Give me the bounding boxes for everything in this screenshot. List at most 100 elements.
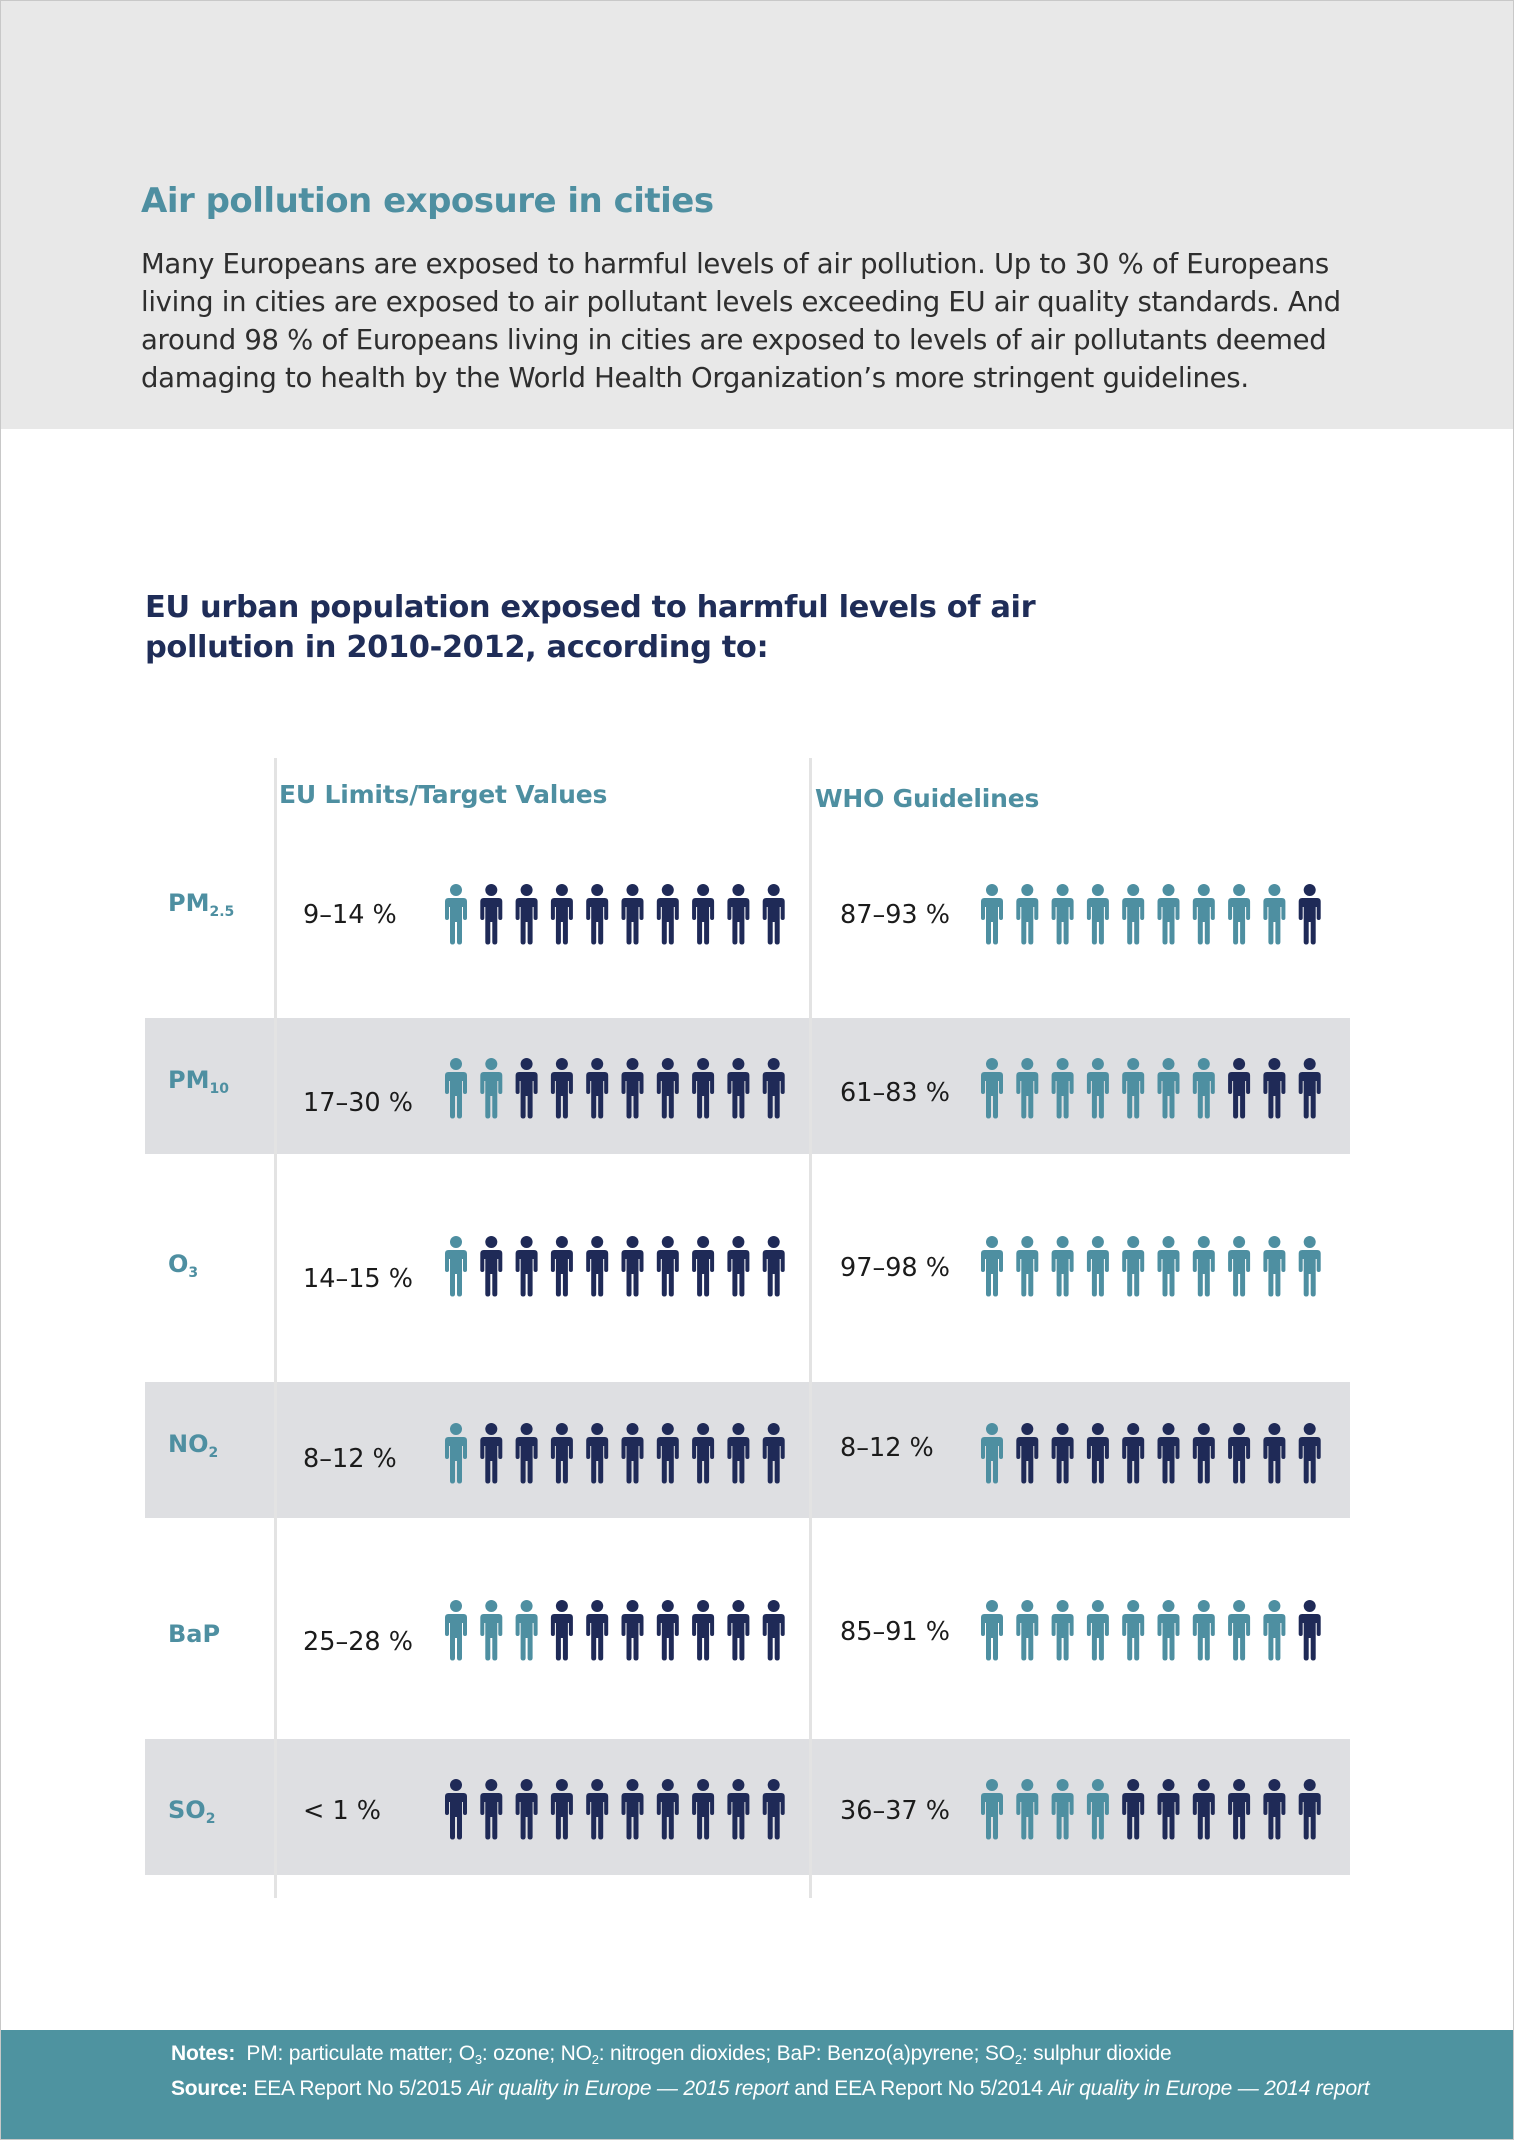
- eu-percentage: 9–14 %: [303, 900, 397, 930]
- column-header-eu: EU Limits/Target Values: [279, 780, 608, 809]
- person-exposed-icon: [1228, 1236, 1251, 1297]
- person-exposed-icon: [1016, 1236, 1039, 1297]
- person-exposed-icon: [981, 1600, 1003, 1661]
- intro-body: Many Europeans are exposed to harmful le…: [141, 248, 1341, 394]
- person-not-exposed-icon: [692, 1779, 715, 1840]
- who-percentage: 8–12 %: [840, 1433, 934, 1463]
- person-not-exposed-icon: [762, 1058, 785, 1119]
- person-not-exposed-icon: [762, 1600, 785, 1661]
- column-divider: [809, 758, 812, 1898]
- person-exposed-icon: [515, 1600, 538, 1661]
- person-exposed-icon: [1263, 1236, 1286, 1297]
- person-exposed-icon: [981, 884, 1003, 945]
- person-not-exposed-icon: [656, 1423, 679, 1484]
- person-exposed-icon: [1051, 1779, 1074, 1840]
- pollutant-label: O3: [168, 1250, 199, 1281]
- person-exposed-icon: [1228, 1600, 1251, 1661]
- chart-title: EU urban population exposed to harmful l…: [145, 590, 1036, 665]
- person-exposed-icon: [1157, 1600, 1180, 1661]
- person-not-exposed-icon: [550, 1236, 573, 1297]
- footer: Notes: PM: particulate matter; O3: ozone…: [1, 2030, 1513, 2139]
- person-not-exposed-icon: [550, 1779, 573, 1840]
- who-icon-array: [981, 1058, 1321, 1119]
- who-icon-array: [981, 884, 1321, 945]
- person-not-exposed-icon: [727, 1058, 750, 1119]
- who-percentage: 85–91 %: [840, 1617, 950, 1647]
- person-exposed-icon: [1122, 1058, 1145, 1119]
- person-not-exposed-icon: [692, 1236, 715, 1297]
- eu-icon-array: [445, 1600, 785, 1661]
- person-not-exposed-icon: [1122, 1423, 1145, 1484]
- person-exposed-icon: [1122, 884, 1145, 945]
- person-exposed-icon: [1086, 1236, 1109, 1297]
- source-line: Source: EEA Report No 5/2015 Air quality…: [171, 2077, 1370, 2101]
- person-not-exposed-icon: [550, 1058, 573, 1119]
- person-not-exposed-icon: [480, 1779, 503, 1840]
- person-not-exposed-icon: [445, 1779, 467, 1840]
- person-exposed-icon: [1192, 884, 1215, 945]
- pollutant-label: NO2: [168, 1430, 219, 1461]
- person-not-exposed-icon: [1157, 1779, 1180, 1840]
- person-exposed-icon: [1157, 1236, 1180, 1297]
- person-exposed-icon: [1051, 1058, 1074, 1119]
- person-exposed-icon: [981, 1236, 1003, 1297]
- person-not-exposed-icon: [621, 1058, 644, 1119]
- person-not-exposed-icon: [621, 1600, 644, 1661]
- who-icon-array: [981, 1600, 1321, 1661]
- person-not-exposed-icon: [1263, 1779, 1286, 1840]
- eu-percentage: 8–12 %: [303, 1444, 397, 1474]
- person-not-exposed-icon: [550, 1423, 573, 1484]
- who-icon-array: [981, 1779, 1321, 1840]
- person-exposed-icon: [1086, 1779, 1109, 1840]
- person-exposed-icon: [445, 1600, 467, 1661]
- person-not-exposed-icon: [586, 1600, 609, 1661]
- column-divider: [274, 758, 277, 1898]
- person-not-exposed-icon: [1263, 1058, 1286, 1119]
- person-not-exposed-icon: [621, 1423, 644, 1484]
- person-not-exposed-icon: [1157, 1423, 1180, 1484]
- person-exposed-icon: [1157, 884, 1180, 945]
- person-not-exposed-icon: [586, 1423, 609, 1484]
- person-exposed-icon: [1086, 1600, 1109, 1661]
- pollutant-label: PM10: [168, 1066, 229, 1097]
- person-exposed-icon: [1122, 1236, 1145, 1297]
- person-not-exposed-icon: [1228, 1058, 1251, 1119]
- eu-percentage: 17–30 %: [303, 1088, 413, 1118]
- notes-line: Notes: PM: particulate matter; O3: ozone…: [171, 2042, 1172, 2067]
- person-not-exposed-icon: [1298, 1600, 1321, 1661]
- person-not-exposed-icon: [515, 1236, 538, 1297]
- eu-icon-array: [445, 1423, 785, 1484]
- pollutant-label: BaP: [168, 1620, 221, 1648]
- person-not-exposed-icon: [515, 1423, 538, 1484]
- person-exposed-icon: [1016, 1779, 1039, 1840]
- person-not-exposed-icon: [586, 884, 609, 945]
- who-percentage: 97–98 %: [840, 1253, 950, 1283]
- person-not-exposed-icon: [1298, 1423, 1321, 1484]
- person-not-exposed-icon: [480, 1423, 503, 1484]
- intro-title: Air pollution exposure in cities: [141, 181, 714, 221]
- person-exposed-icon: [1051, 1600, 1074, 1661]
- person-not-exposed-icon: [1228, 1423, 1251, 1484]
- person-exposed-icon: [1298, 1236, 1321, 1297]
- person-not-exposed-icon: [1016, 1423, 1039, 1484]
- person-not-exposed-icon: [656, 1600, 679, 1661]
- person-not-exposed-icon: [1086, 1423, 1109, 1484]
- person-not-exposed-icon: [727, 1236, 750, 1297]
- notes-text: : ozone; NO: [481, 2042, 592, 2065]
- person-not-exposed-icon: [1051, 1423, 1074, 1484]
- person-not-exposed-icon: [1122, 1779, 1145, 1840]
- person-not-exposed-icon: [727, 1423, 750, 1484]
- person-exposed-icon: [1086, 884, 1109, 945]
- source-label: Source:: [171, 2077, 248, 2100]
- notes-sub: 2: [591, 2052, 599, 2067]
- pollutant-label: PM2.5: [168, 889, 235, 920]
- person-exposed-icon: [1263, 884, 1286, 945]
- person-exposed-icon: [1192, 1058, 1215, 1119]
- person-exposed-icon: [445, 1236, 467, 1297]
- person-not-exposed-icon: [1298, 1058, 1321, 1119]
- column-header-who: WHO Guidelines: [815, 784, 1040, 813]
- person-not-exposed-icon: [480, 884, 503, 945]
- intro-section: Air pollution exposure in cities Many Eu…: [1, 1, 1513, 429]
- person-not-exposed-icon: [656, 1779, 679, 1840]
- notes-text: : sulphur dioxide: [1021, 2042, 1172, 2065]
